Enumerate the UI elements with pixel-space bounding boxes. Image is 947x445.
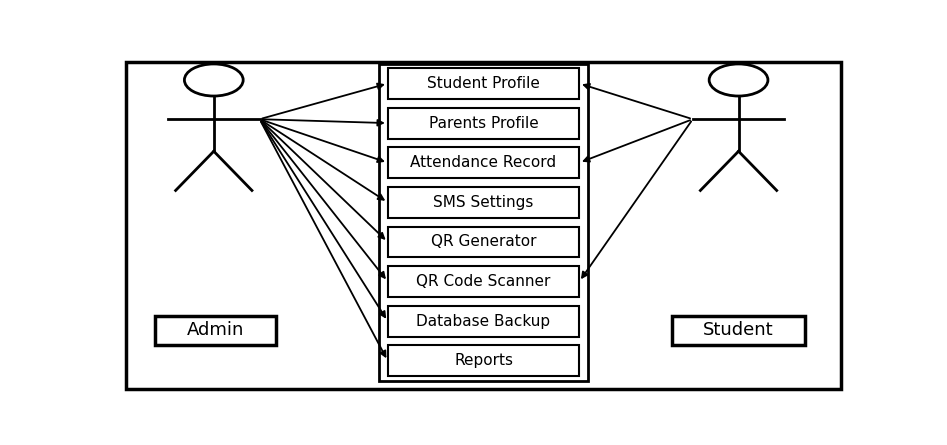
FancyBboxPatch shape — [387, 147, 580, 178]
Text: Student Profile: Student Profile — [427, 76, 540, 91]
FancyBboxPatch shape — [387, 306, 580, 337]
Text: Student: Student — [704, 321, 774, 339]
Text: Database Backup: Database Backup — [417, 314, 550, 329]
Text: Parents Profile: Parents Profile — [429, 116, 539, 131]
FancyBboxPatch shape — [155, 316, 277, 344]
FancyBboxPatch shape — [672, 316, 805, 344]
Text: QR Code Scanner: QR Code Scanner — [417, 274, 551, 289]
Text: Attendance Record: Attendance Record — [410, 155, 557, 170]
FancyBboxPatch shape — [387, 187, 580, 218]
FancyBboxPatch shape — [387, 227, 580, 257]
FancyBboxPatch shape — [387, 266, 580, 297]
Text: Admin: Admin — [187, 321, 244, 339]
Text: Reports: Reports — [454, 353, 513, 368]
FancyBboxPatch shape — [387, 108, 580, 138]
FancyBboxPatch shape — [387, 345, 580, 376]
Text: QR Generator: QR Generator — [431, 235, 536, 250]
FancyBboxPatch shape — [379, 64, 588, 380]
FancyBboxPatch shape — [387, 68, 580, 99]
Text: SMS Settings: SMS Settings — [434, 195, 534, 210]
FancyBboxPatch shape — [126, 62, 841, 389]
